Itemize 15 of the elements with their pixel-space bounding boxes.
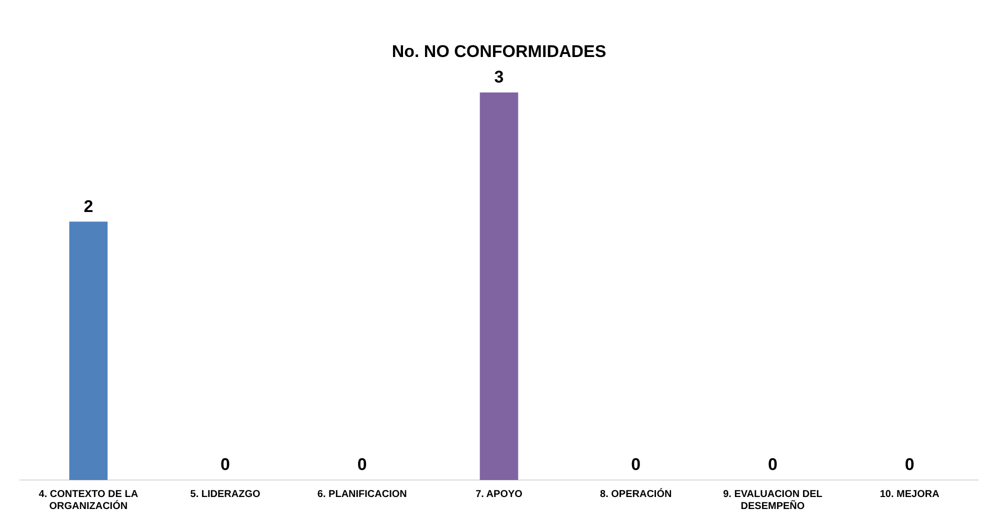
data-label: 0 — [768, 455, 778, 474]
x-tick-label: 9. EVALUACION DEL DESEMPEÑO — [723, 488, 822, 512]
data-label: 0 — [904, 455, 914, 474]
data-label: 0 — [357, 455, 367, 474]
chart-title: No. NO CONFORMIDADES — [392, 42, 606, 61]
data-label: 0 — [631, 455, 641, 474]
x-tick-label: 6. PLANIFICACION — [317, 488, 407, 500]
data-label: 3 — [494, 68, 504, 87]
x-tick-label: 7. APOYO — [476, 488, 523, 500]
x-tick-label: 5. LIDERAZGO — [190, 488, 261, 500]
data-label: 0 — [220, 455, 230, 474]
x-tick-label: 4. CONTEXTO DE LA ORGANIZACIÓN — [38, 488, 138, 512]
x-tick-label: 10. MEJORA — [880, 488, 940, 500]
data-label: 2 — [84, 196, 94, 216]
x-tick-label: 8. OPERACIÓN — [600, 488, 672, 500]
